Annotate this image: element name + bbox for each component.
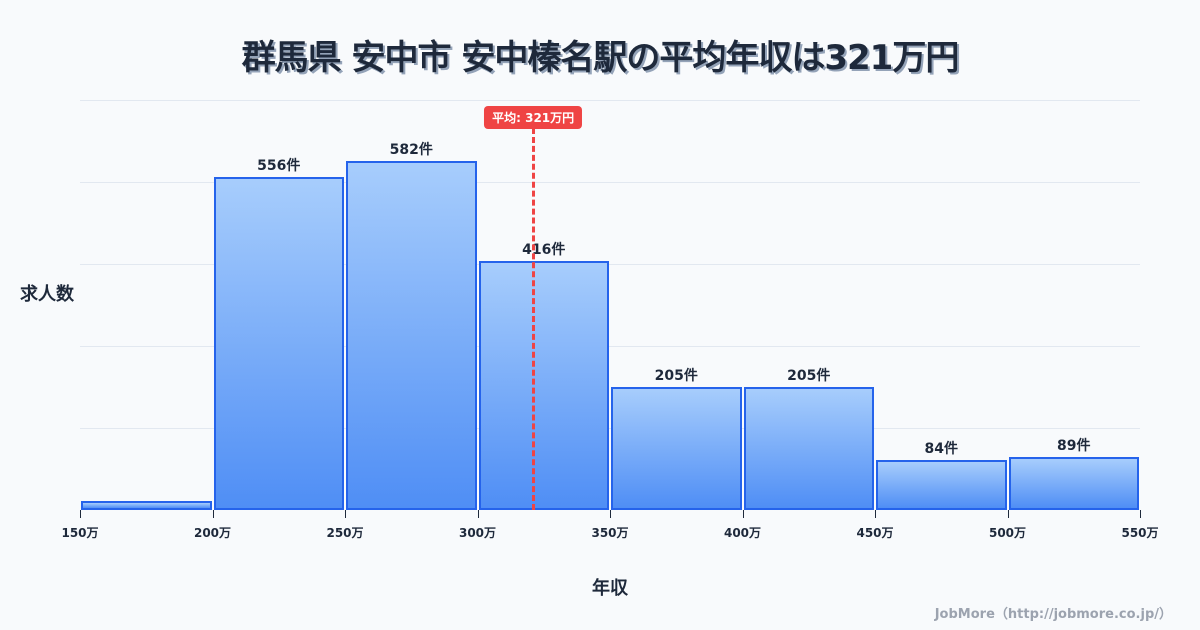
x-tick-label: 200万 — [193, 526, 232, 540]
x-tick-label: 250万 — [326, 526, 364, 540]
gridline — [80, 346, 1140, 347]
histogram-bar — [876, 459, 1007, 510]
x-axis-label: 年収 — [592, 578, 628, 599]
histogram-bar — [743, 387, 874, 510]
histogram-bar — [478, 260, 609, 510]
bar-value-label: 89件 — [1057, 437, 1091, 454]
x-tick — [875, 510, 876, 518]
bar-value-label: 556件 — [257, 157, 301, 174]
average-badge: 平均: 321万円 — [484, 106, 583, 129]
chart-title: 群馬県 安中市 安中榛名駅の平均年収は321万円 — [241, 38, 960, 78]
gridline — [80, 100, 1140, 101]
bar-value-label: 205件 — [654, 368, 698, 385]
bar-value-label: 84件 — [924, 440, 958, 457]
gridline — [80, 428, 1140, 429]
gridline — [80, 182, 1140, 183]
x-tick — [477, 510, 479, 518]
x-tick — [1007, 510, 1009, 518]
histogram-bar — [1008, 456, 1139, 510]
x-tick-label: 150万 — [61, 526, 99, 540]
x-tick — [610, 510, 611, 518]
x-tick-label: 500万 — [988, 526, 1027, 540]
x-tick — [212, 510, 214, 518]
y-axis-label: 求人数 — [20, 284, 74, 305]
x-tick — [80, 510, 81, 518]
histogram-bar — [611, 387, 742, 510]
x-tick-label: 400万 — [723, 526, 762, 540]
histogram-bar — [213, 176, 344, 510]
bar-value-label: 205件 — [787, 368, 831, 385]
bar-value-label: 416件 — [522, 241, 566, 258]
plot-area: 556件 582件 416件 205件 205件 84件 89件 平均: 321万円 150… — [61, 100, 1159, 540]
footer-credit: JobMore（http://jobmore.co.jp/） — [934, 607, 1172, 622]
x-tick-label: 350万 — [591, 526, 629, 540]
x-tick-label: 300万 — [458, 526, 497, 540]
x-tick — [742, 510, 744, 518]
x-tick-label: 450万 — [856, 526, 894, 540]
x-tick — [1140, 510, 1141, 518]
average-line — [532, 128, 536, 510]
bar-value-label: 582件 — [389, 142, 433, 159]
x-tick-label: 550万 — [1121, 526, 1159, 540]
histogram-bar — [346, 161, 477, 510]
x-tick — [345, 510, 346, 518]
gridline — [80, 264, 1140, 265]
histogram-bar — [81, 501, 212, 510]
